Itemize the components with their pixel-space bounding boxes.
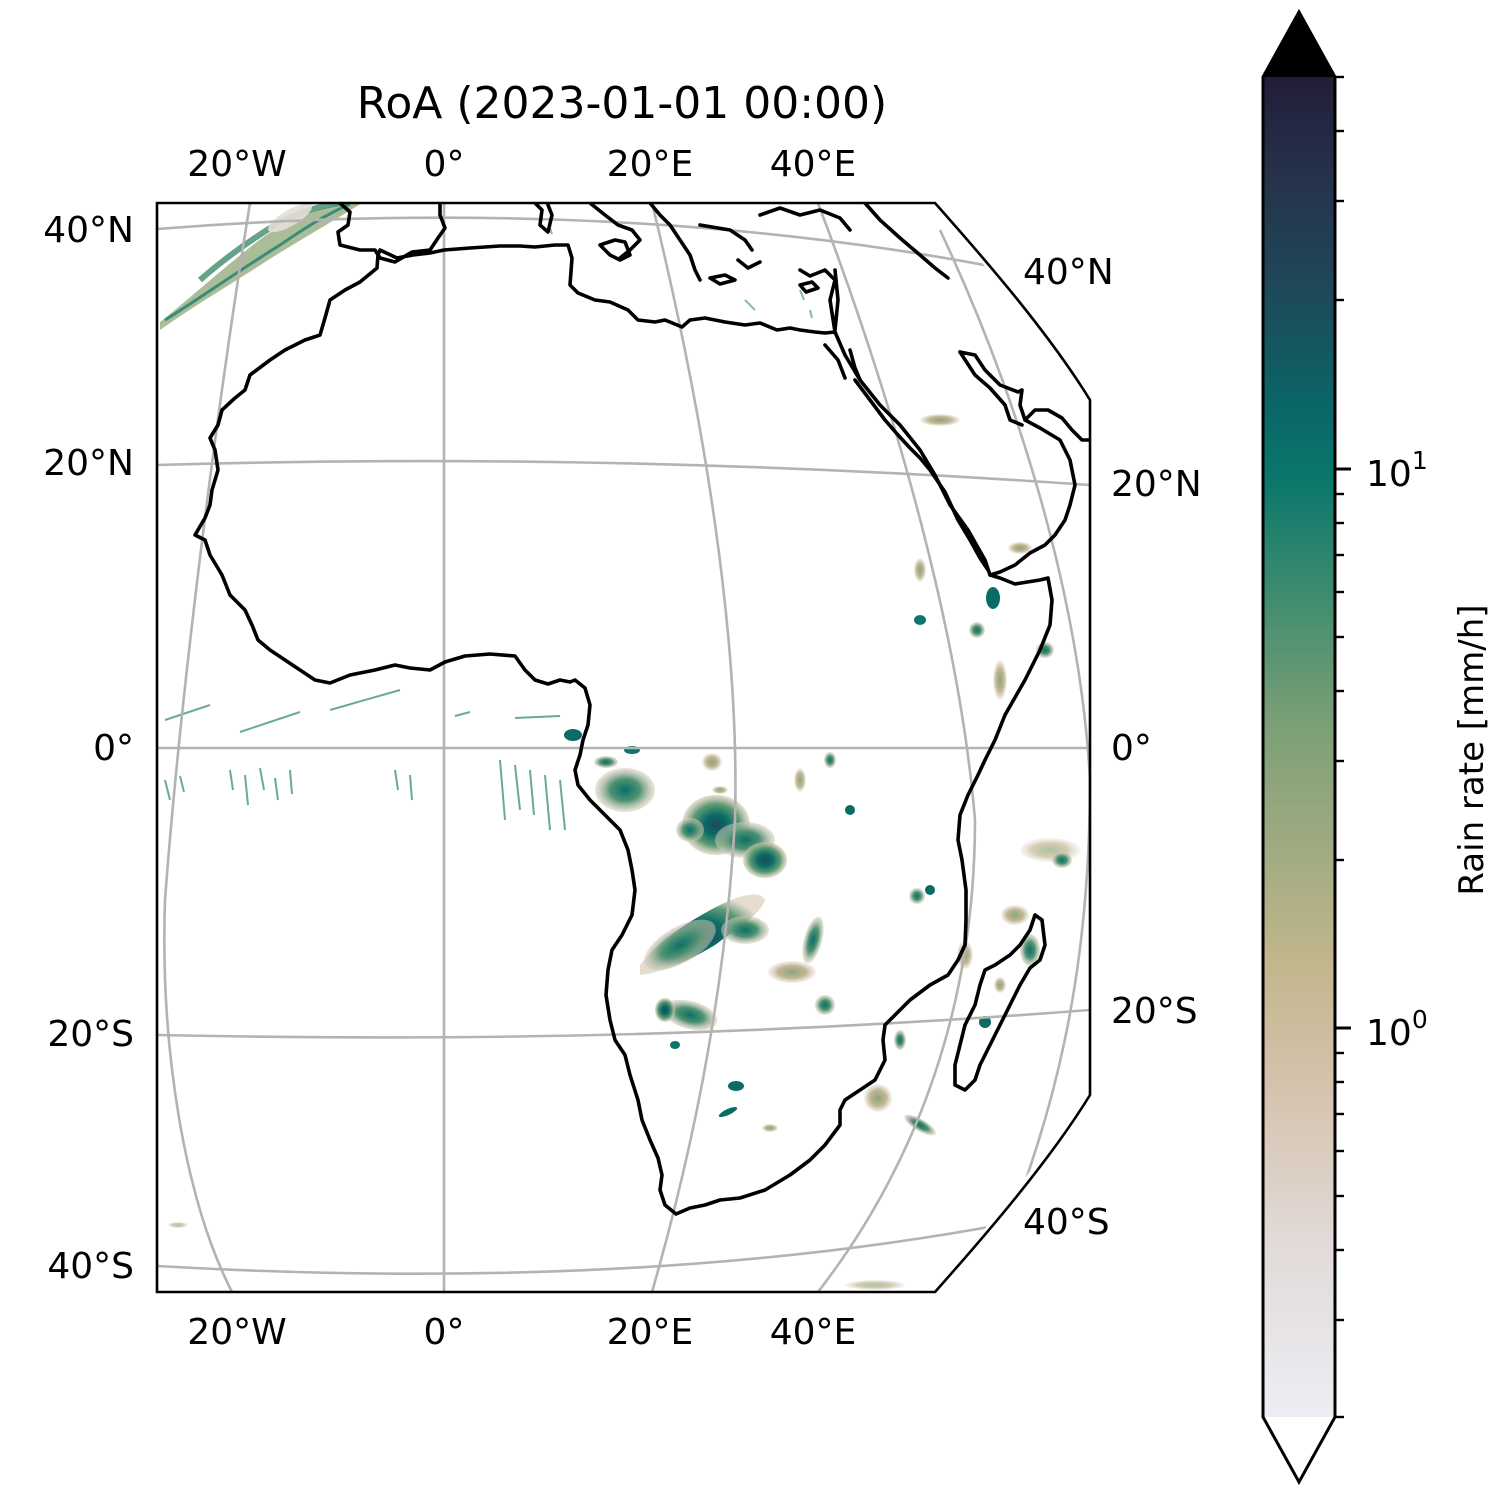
coastline-arabia bbox=[958, 350, 1090, 577]
lat-label-right-20s: 20°S bbox=[1111, 991, 1198, 1032]
coastline-turkey bbox=[758, 203, 950, 280]
meridian-40e bbox=[816, 203, 977, 1292]
lon-label-bottom-40e: 40°E bbox=[770, 1312, 857, 1353]
colorbar-label: Rain rate [mm/h] bbox=[1452, 604, 1492, 895]
lon-label-top-40e: 40°E bbox=[770, 144, 857, 185]
map-frame bbox=[155, 201, 1092, 1294]
coastline-italy-sardinia bbox=[533, 203, 554, 234]
colorbar-extend-min bbox=[1263, 1417, 1335, 1482]
lat-label-left-20s: 20°S bbox=[47, 1014, 134, 1055]
coastlines bbox=[193, 203, 1090, 1216]
map-panel bbox=[157, 203, 1090, 1292]
left-latitude-labels: 40°N 20°N 0° 20°S 40°S bbox=[43, 210, 134, 1287]
lat-label-right-40s: 40°S bbox=[1023, 1202, 1110, 1243]
parallel-20s bbox=[157, 1008, 1090, 1039]
lat-label-left-40n: 40°N bbox=[43, 210, 134, 251]
coastline-madagascar bbox=[953, 913, 1047, 1092]
parallel-20n bbox=[157, 459, 1090, 487]
lon-label-bottom-0: 0° bbox=[424, 1312, 465, 1353]
lon-label-top-20w: 20°W bbox=[187, 144, 286, 185]
cb-label-1: 100 bbox=[1366, 1005, 1428, 1054]
colorbar: 101 100 Rain rate [mm/h] bbox=[1261, 8, 1492, 1486]
lat-label-right-40n: 40°N bbox=[1023, 252, 1114, 293]
right-latitude-labels: 40°N 20°N 0° 20°S 40°S bbox=[1023, 252, 1202, 1243]
lat-label-left-40s: 40°S bbox=[47, 1246, 134, 1287]
parallel-40s bbox=[157, 1223, 1001, 1276]
lon-label-top-20e: 20°E bbox=[607, 144, 694, 185]
meridian-20w bbox=[163, 203, 252, 1292]
cb-minor-ticks bbox=[1335, 75, 1344, 1419]
coastline-africa bbox=[193, 243, 1054, 1216]
lat-label-left-0: 0° bbox=[93, 728, 134, 769]
itcz-streaks bbox=[164, 689, 566, 831]
coastline-balkans bbox=[648, 203, 762, 282]
coastline-iberia bbox=[336, 203, 447, 264]
bottom-longitude-labels: 20°W 0° 20°E 40°E bbox=[187, 1312, 856, 1353]
lon-label-top-0: 0° bbox=[424, 144, 465, 185]
lon-label-bottom-20e: 20°E bbox=[607, 1312, 694, 1353]
coastline-cyprus bbox=[798, 280, 820, 294]
map-title: RoA (2023-01-01 00:00) bbox=[357, 78, 887, 129]
lat-label-right-0: 0° bbox=[1111, 728, 1152, 769]
coastline-red-sea-west bbox=[853, 378, 990, 572]
lat-label-left-20n: 20°N bbox=[43, 443, 134, 484]
coastline-levant bbox=[833, 268, 840, 332]
coastline-crete bbox=[708, 273, 737, 286]
precipitation-field bbox=[160, 203, 1080, 1290]
lat-label-right-20n: 20°N bbox=[1111, 464, 1202, 505]
cb-label-10: 101 bbox=[1366, 446, 1428, 495]
coastline-sinai bbox=[823, 343, 862, 382]
colorbar-extend-max bbox=[1263, 12, 1335, 77]
coastline-sicily bbox=[598, 238, 632, 262]
lon-label-bottom-20w: 20°W bbox=[187, 1312, 286, 1353]
graticule bbox=[157, 203, 1090, 1292]
top-longitude-labels: 20°W 0° 20°E 40°E bbox=[187, 144, 856, 185]
colorbar-gradient-bar bbox=[1263, 77, 1335, 1417]
parallel-40n bbox=[157, 216, 1001, 270]
meridian-20e bbox=[650, 203, 737, 1292]
